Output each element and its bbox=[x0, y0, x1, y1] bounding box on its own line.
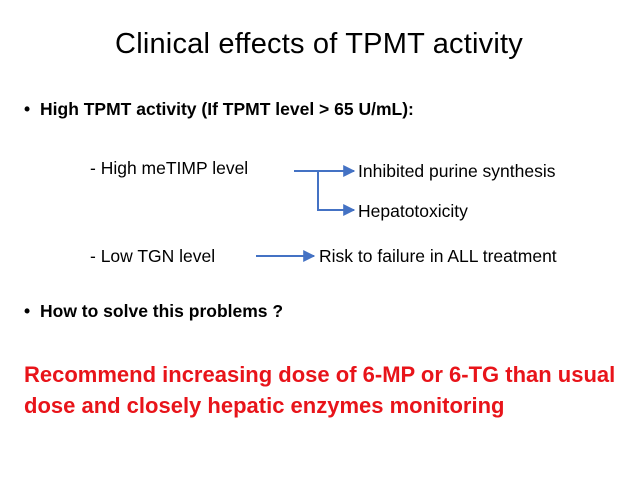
bullet-text: High TPMT activity (If TPMT level > 65 U… bbox=[40, 99, 414, 119]
inhibited-purine-label: Inhibited purine synthesis bbox=[358, 161, 556, 181]
bullet-high-tpmt: • High TPMT activity (If TPMT level > 65 … bbox=[24, 99, 414, 120]
slide-title: Clinical effects of TPMT activity bbox=[115, 28, 523, 60]
recommendation-text: Recommend increasing dose of 6-MP or 6-T… bbox=[24, 362, 616, 418]
risk-failure-label: Risk to failure in ALL treatment bbox=[319, 246, 557, 266]
hepatotoxicity-label: Hepatotoxicity bbox=[358, 201, 468, 221]
bullet-dot: • bbox=[24, 301, 31, 321]
low-tgn-label: - Low TGN level bbox=[90, 246, 216, 266]
bullet-how-to-solve: • How to solve this problems ? bbox=[24, 301, 283, 322]
bullet-text: How to solve this problems ? bbox=[40, 301, 284, 321]
high-metimp-label: - High meTIMP level bbox=[90, 158, 249, 178]
arrow-to-hepatotoxicity bbox=[317, 171, 356, 216]
bullet-dot: • bbox=[24, 99, 31, 119]
